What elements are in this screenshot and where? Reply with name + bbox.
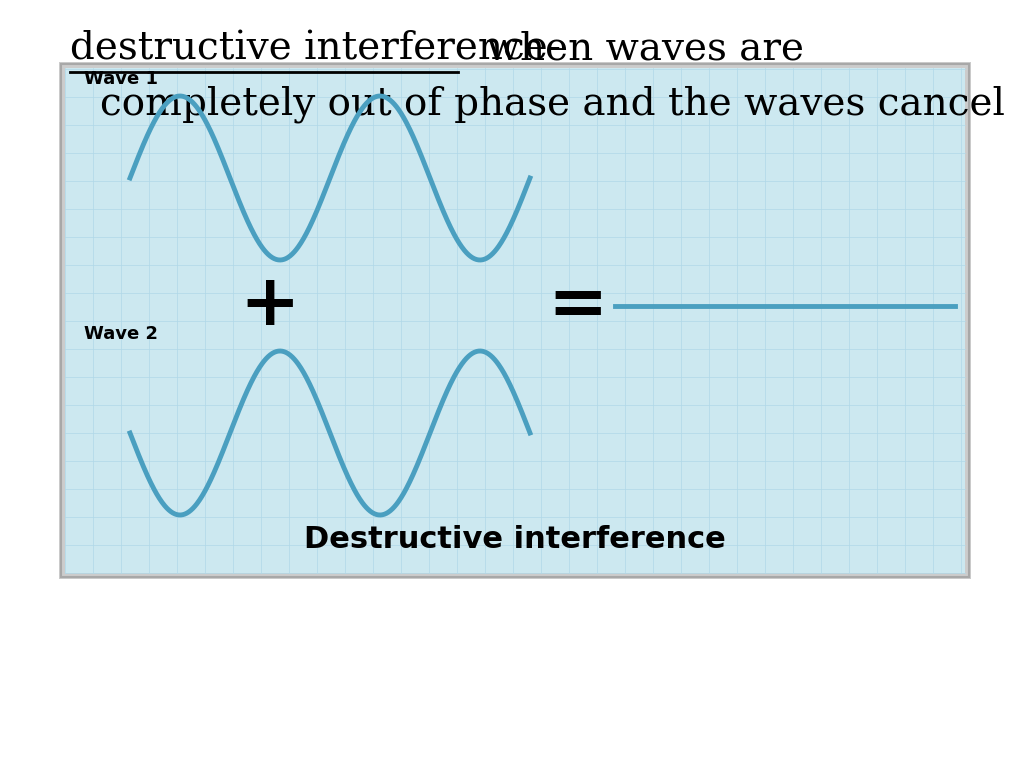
Text: Destructive interference: Destructive interference [304,525,726,554]
Text: when waves are: when waves are [462,31,804,68]
Text: Wave 2: Wave 2 [84,325,158,343]
Text: destructive interference-: destructive interference- [70,31,561,68]
FancyBboxPatch shape [65,68,965,573]
Text: +: + [240,271,300,340]
Text: =: = [548,271,608,340]
Text: completely out of phase and the waves cancel: completely out of phase and the waves ca… [100,85,1005,123]
Text: Wave 1: Wave 1 [84,70,158,88]
FancyBboxPatch shape [61,64,969,577]
FancyBboxPatch shape [59,62,971,579]
